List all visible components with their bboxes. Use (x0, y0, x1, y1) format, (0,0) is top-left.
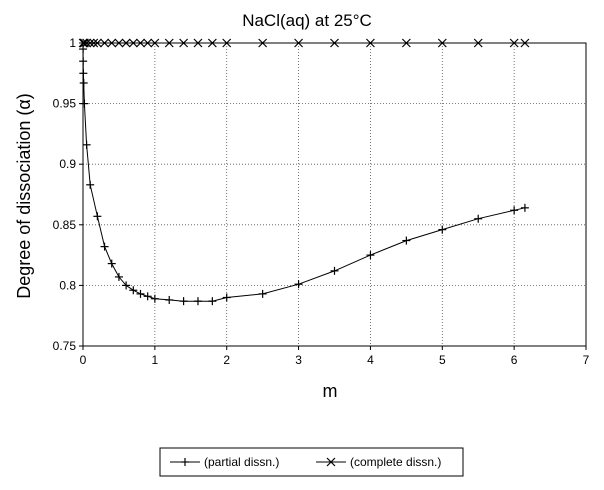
data-point-series-2 (136, 38, 145, 48)
grid (83, 43, 586, 346)
legend-marker-2 (326, 457, 336, 467)
data-point-series-1 (474, 214, 483, 223)
data-point-series-1 (520, 203, 529, 212)
legend-label-1: (partial dissn.) (204, 455, 279, 469)
data-point-series-1 (114, 272, 123, 281)
data-point-series-2 (520, 38, 530, 48)
data-point-series-1 (100, 242, 109, 251)
data-point-series-1 (136, 289, 145, 298)
data-point-series-1 (330, 266, 339, 275)
data-point-series-2 (193, 38, 203, 48)
y-axis-label: Degree of dissociation (α) (14, 93, 34, 299)
y-tick-label: 0.9 (59, 157, 76, 171)
legend: (partial dissn.) (complete dissn.) (159, 447, 464, 477)
data-point-series-1 (80, 99, 89, 108)
y-tick-label: 0.95 (53, 97, 77, 111)
data-point-series-2 (222, 38, 232, 48)
data-point-series-2 (85, 38, 95, 48)
data-point-series-1 (258, 289, 267, 298)
series-layer (78, 38, 530, 306)
data-point-series-1 (86, 180, 95, 189)
data-point-series-1 (79, 78, 88, 87)
data-point-series-2 (82, 38, 92, 48)
data-point-series-1 (193, 297, 202, 306)
data-point-series-2 (401, 38, 411, 48)
data-point-series-1 (129, 286, 138, 295)
data-point-series-2 (114, 38, 124, 48)
y-tick-label: 0.8 (59, 278, 76, 292)
data-point-series-2 (92, 38, 102, 48)
data-point-series-1 (222, 293, 231, 302)
x-tick-label: 1 (152, 353, 159, 367)
data-point-series-2 (143, 38, 153, 48)
data-point-series-2 (128, 38, 138, 48)
x-tick-label: 6 (511, 353, 518, 367)
y-tick-label: 0.75 (53, 339, 77, 353)
data-point-series-1 (82, 140, 91, 149)
chart-title: NaCl(aq) at 25°C (242, 11, 372, 30)
data-point-series-2 (100, 38, 109, 48)
x-tick-label: 5 (439, 353, 446, 367)
data-point-series-1 (122, 281, 131, 290)
legend-box (159, 447, 464, 477)
data-point-series-1 (79, 69, 88, 78)
x-axis-label: m (323, 381, 338, 401)
series-line-1 (82, 49, 526, 302)
data-point-series-2 (164, 38, 174, 48)
data-point-series-1 (510, 206, 519, 215)
legend-marker-1 (181, 458, 189, 466)
data-point-series-2 (366, 38, 375, 48)
data-point-series-1 (143, 292, 152, 301)
data-point-series-1 (294, 280, 303, 289)
y-tick-label: 1 (69, 36, 76, 50)
x-tick-label: 3 (295, 353, 302, 367)
x-tick-label: 7 (583, 353, 590, 367)
data-point-series-2 (330, 38, 339, 48)
data-point-series-1 (107, 259, 116, 268)
data-point-series-1 (165, 295, 174, 304)
data-point-series-2 (89, 38, 99, 48)
data-point-series-2 (437, 38, 447, 48)
data-point-series-2 (150, 38, 160, 48)
data-point-series-2 (473, 38, 483, 48)
data-point-series-2 (258, 38, 268, 48)
data-point-series-2 (207, 38, 217, 48)
y-tick-label: 0.85 (53, 218, 77, 232)
plot-area (82, 42, 587, 347)
data-point-series-1 (93, 212, 102, 221)
data-point-series-2 (121, 38, 131, 48)
x-tick-label: 2 (223, 353, 230, 367)
x-tick-label: 4 (367, 353, 374, 367)
data-point-series-1 (438, 225, 447, 234)
data-point-series-1 (150, 294, 159, 303)
x-tick-label: 0 (80, 353, 87, 367)
data-point-series-1 (208, 297, 217, 306)
data-point-series-1 (79, 57, 88, 66)
data-point-series-2 (294, 38, 303, 48)
data-point-series-1 (179, 297, 188, 306)
data-point-series-1 (366, 251, 375, 260)
data-point-series-2 (107, 38, 117, 48)
legend-label-2: (complete dissn.) (350, 455, 441, 469)
data-point-series-1 (402, 236, 411, 245)
data-point-series-2 (509, 38, 519, 48)
axis-ticks: 0 1 2 3 4 5 6 7 0.75 0.8 0.85 0.9 0.95 1 (53, 36, 590, 367)
data-point-series-2 (179, 38, 189, 48)
